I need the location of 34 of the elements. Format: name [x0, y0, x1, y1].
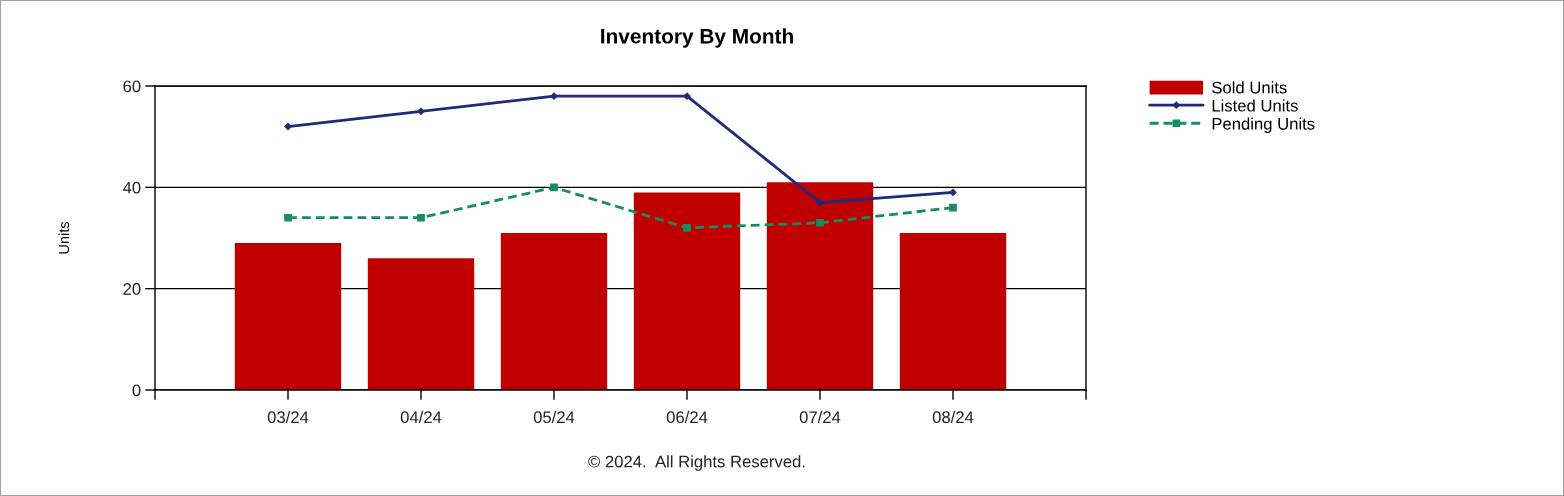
point	[683, 224, 691, 232]
point	[550, 92, 558, 100]
x-tick-label: 03/24	[267, 410, 309, 424]
x-tick-label: 04/24	[400, 410, 442, 424]
x-tick-label: 08/24	[932, 410, 974, 424]
bar	[234, 243, 342, 390]
y-tick-label: 60	[123, 80, 141, 93]
x-tick-label: 07/24	[799, 410, 841, 424]
x-tick-label: 06/24	[666, 410, 708, 424]
y-tick-label: 0	[132, 384, 141, 397]
bar	[367, 258, 475, 390]
chart-title: Inventory By Month	[601, 28, 793, 48]
legend-label: Sold Units	[1212, 81, 1287, 94]
point	[284, 122, 292, 131]
point	[417, 107, 425, 115]
y-tick-label: 40	[122, 181, 141, 194]
point	[816, 198, 824, 207]
y-axis-title: Units	[58, 221, 70, 254]
legend-label: Pending Units	[1212, 117, 1315, 134]
point	[550, 183, 558, 192]
bar	[500, 232, 608, 390]
point	[417, 213, 425, 222]
bar	[899, 232, 1007, 390]
point	[683, 92, 691, 100]
point	[284, 213, 292, 222]
x-tick-label: 05/24	[533, 410, 575, 424]
legend-label: Listed Units	[1212, 99, 1298, 112]
y-tick-label: 20	[123, 283, 141, 295]
bar	[633, 192, 741, 390]
point	[816, 218, 824, 227]
point	[949, 188, 957, 197]
text: © 2024. All Rights Reserved.	[588, 455, 805, 471]
point	[949, 203, 957, 212]
bar	[766, 182, 874, 390]
